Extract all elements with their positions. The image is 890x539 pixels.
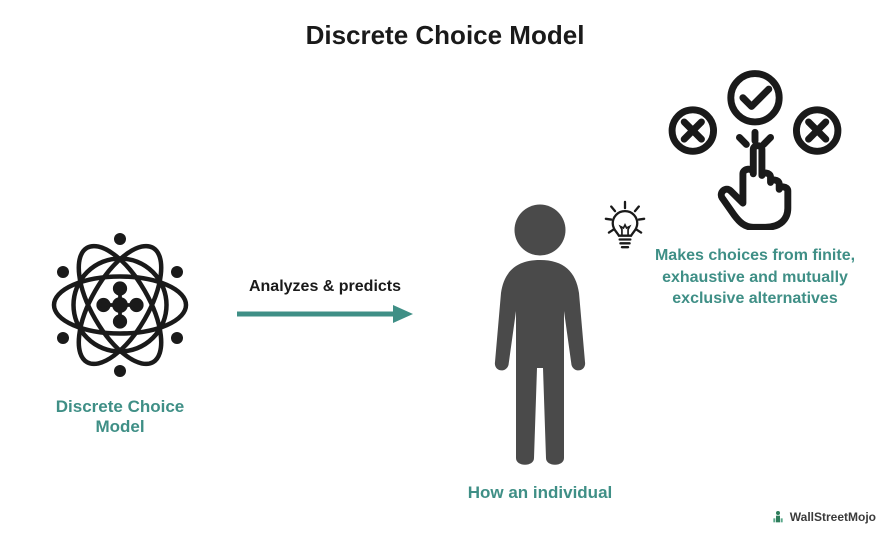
arrow-icon bbox=[235, 302, 415, 326]
watermark-icon bbox=[770, 509, 786, 525]
watermark: WallStreetMojo bbox=[770, 509, 876, 525]
hand-choice-icon bbox=[660, 70, 850, 230]
person-label: How an individual bbox=[460, 483, 620, 503]
choice-block: Makes choices from finite, exhaustive an… bbox=[640, 70, 870, 310]
person-icon bbox=[465, 200, 615, 470]
person-block: How an individual bbox=[460, 200, 620, 503]
arrow-block: Analyzes & predicts bbox=[220, 278, 430, 326]
arrow-label: Analyzes & predicts bbox=[220, 278, 430, 296]
watermark-text: WallStreetMojo bbox=[790, 510, 876, 524]
atom-icon bbox=[45, 230, 195, 380]
model-block: Discrete Choice Model bbox=[40, 230, 200, 437]
model-label: Discrete Choice Model bbox=[40, 397, 200, 437]
choice-label: Makes choices from finite, exhaustive an… bbox=[640, 245, 870, 310]
page-title: Discrete Choice Model bbox=[0, 20, 890, 51]
